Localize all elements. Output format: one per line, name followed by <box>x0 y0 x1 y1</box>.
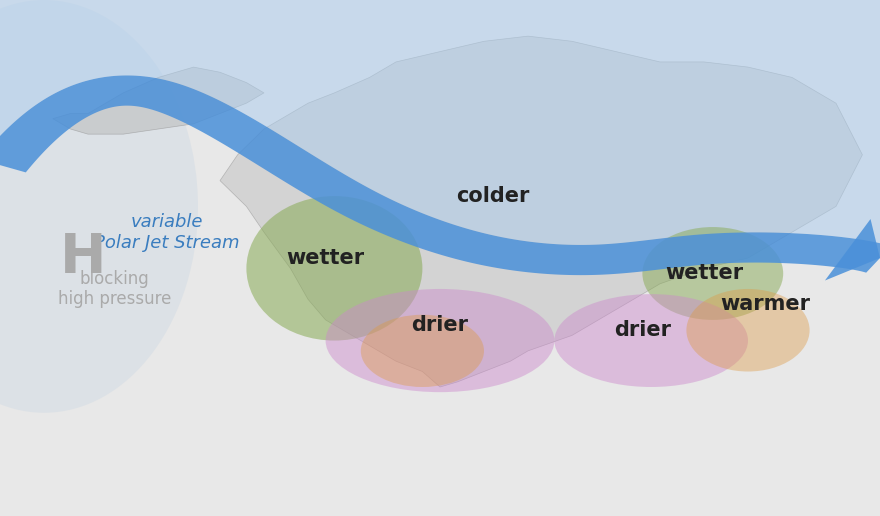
Text: wetter: wetter <box>665 264 743 283</box>
Text: blocking
high pressure: blocking high pressure <box>58 269 171 309</box>
Ellipse shape <box>642 227 783 320</box>
Text: colder: colder <box>456 186 530 206</box>
Text: H: H <box>61 231 106 285</box>
Polygon shape <box>0 0 880 246</box>
Polygon shape <box>0 75 880 275</box>
Ellipse shape <box>246 196 422 341</box>
Ellipse shape <box>361 315 484 387</box>
Polygon shape <box>825 219 880 281</box>
Text: variable
Polar Jet Stream: variable Polar Jet Stream <box>94 213 240 252</box>
Ellipse shape <box>0 0 198 413</box>
Ellipse shape <box>686 289 810 372</box>
Text: drier: drier <box>614 320 671 340</box>
Text: warmer: warmer <box>721 295 810 314</box>
Ellipse shape <box>326 289 554 392</box>
Text: drier: drier <box>412 315 468 335</box>
Polygon shape <box>53 67 264 134</box>
Polygon shape <box>220 36 862 387</box>
Ellipse shape <box>554 294 748 387</box>
Text: wetter: wetter <box>287 248 364 268</box>
